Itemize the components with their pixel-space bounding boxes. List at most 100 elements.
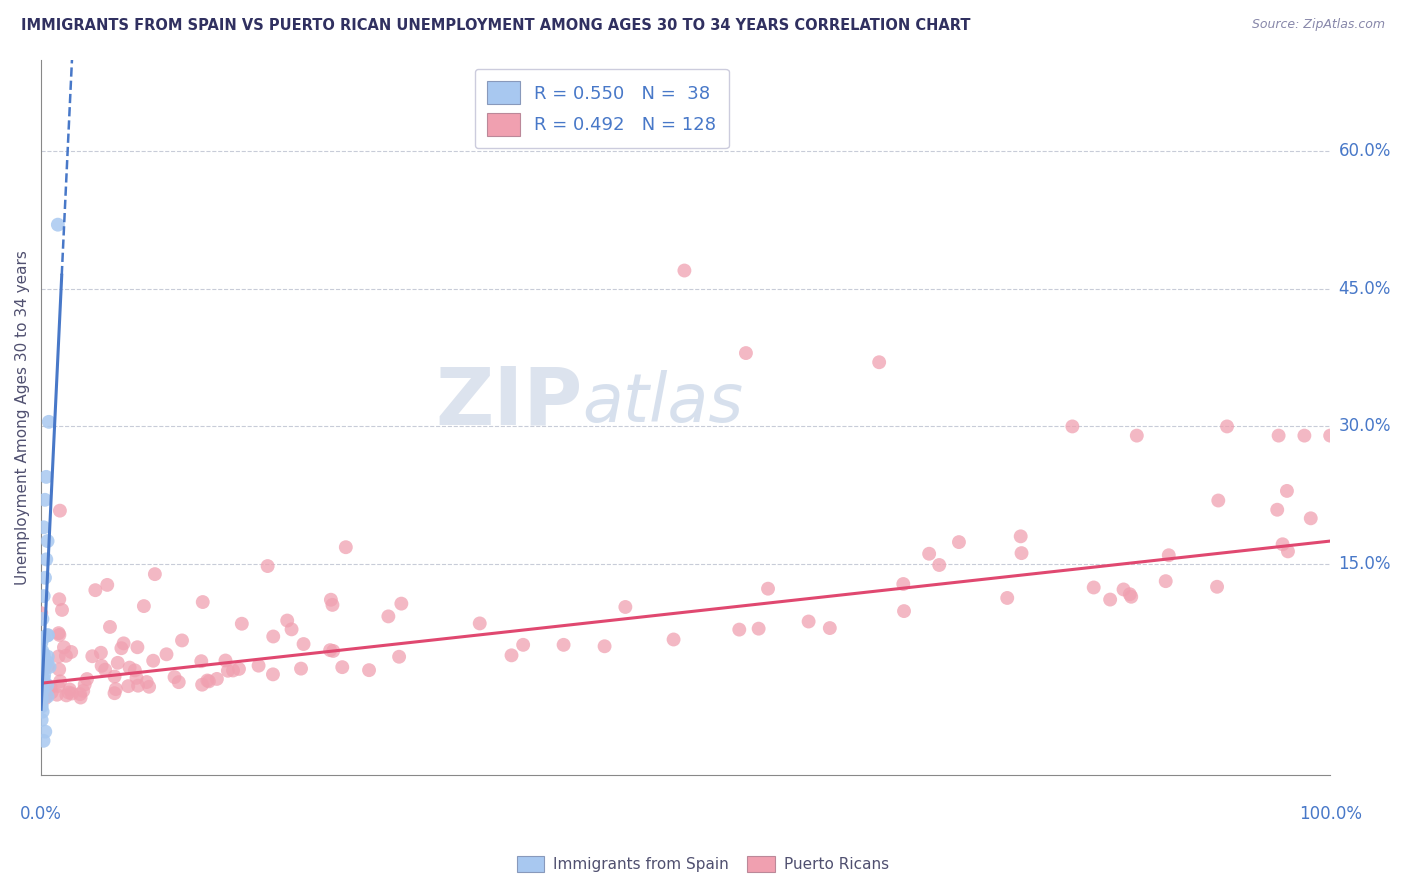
Point [48, 649, 70, 664]
Point [37, 678, 59, 692]
Point [377, 609, 399, 624]
Point [1206, 580, 1229, 594]
Text: 15.0%: 15.0% [1339, 555, 1391, 573]
Point [222, 664, 245, 678]
Text: ZIP: ZIP [436, 364, 582, 442]
Point [118, 660, 141, 674]
Point [1119, 587, 1142, 601]
Point [98, 620, 121, 634]
Point [31, 681, 53, 695]
Point [32, 648, 55, 662]
Point [34, 687, 56, 701]
Point [190, 654, 212, 668]
Point [280, 623, 302, 637]
Point [292, 637, 315, 651]
Point [124, 664, 146, 678]
Point [32, 631, 55, 645]
Point [60, 686, 83, 700]
Point [1126, 428, 1149, 442]
Point [60, 645, 83, 659]
Point [37, 649, 59, 664]
Point [135, 675, 157, 690]
Point [110, 641, 132, 656]
Point [330, 660, 353, 674]
Point [132, 599, 155, 613]
Point [30, 698, 52, 712]
Point [49, 674, 72, 689]
Point [1010, 529, 1032, 543]
Point [322, 644, 344, 658]
Point [1319, 428, 1341, 442]
Point [31, 699, 53, 714]
Text: 0.0%: 0.0% [20, 805, 62, 823]
Point [31, 690, 53, 705]
Point [468, 616, 491, 631]
Point [38, 415, 60, 429]
Point [31, 662, 53, 676]
Point [90, 658, 112, 673]
Point [512, 638, 534, 652]
Point [112, 636, 135, 650]
Point [69, 690, 91, 705]
Point [191, 595, 214, 609]
Point [1265, 502, 1288, 516]
Point [35, 689, 58, 703]
Point [1154, 574, 1177, 589]
Point [96, 578, 118, 592]
Point [748, 622, 770, 636]
Point [51, 603, 73, 617]
Point [48, 626, 70, 640]
Legend: Immigrants from Spain, Puerto Ricans: Immigrants from Spain, Puerto Ricans [509, 848, 897, 880]
Point [357, 663, 380, 677]
Point [37, 659, 59, 673]
Point [389, 597, 412, 611]
Point [31, 683, 53, 698]
Point [127, 679, 149, 693]
Point [48, 628, 70, 642]
Point [107, 656, 129, 670]
Point [231, 616, 253, 631]
Point [388, 649, 411, 664]
Point [34, 654, 56, 668]
Point [155, 648, 177, 662]
Point [48, 663, 70, 677]
Point [614, 599, 637, 614]
Point [995, 591, 1018, 605]
Text: 100.0%: 100.0% [1299, 805, 1361, 823]
Point [138, 680, 160, 694]
Point [55, 689, 77, 703]
Point [1299, 511, 1322, 525]
Point [335, 540, 357, 554]
Point [1275, 483, 1298, 498]
Point [32, 733, 55, 747]
Point [125, 671, 148, 685]
Point [501, 648, 523, 663]
Point [1062, 419, 1084, 434]
Point [34, 657, 56, 672]
Point [31, 713, 53, 727]
Point [276, 614, 298, 628]
Point [319, 592, 342, 607]
Point [127, 640, 149, 655]
Point [31, 612, 53, 626]
Point [84, 583, 107, 598]
Point [593, 640, 616, 654]
Point [46, 688, 69, 702]
Point [142, 654, 165, 668]
Point [59, 682, 82, 697]
Point [38, 660, 60, 674]
Point [893, 604, 915, 618]
Point [34, 691, 56, 706]
Point [214, 653, 236, 667]
Point [1099, 592, 1122, 607]
Point [32, 668, 55, 682]
Point [32, 672, 55, 686]
Point [82, 649, 104, 664]
Point [1277, 544, 1299, 558]
Point [797, 615, 820, 629]
Point [31, 682, 53, 697]
Point [117, 679, 139, 693]
Point [217, 664, 239, 678]
Point [673, 263, 696, 277]
Text: IMMIGRANTS FROM SPAIN VS PUERTO RICAN UNEMPLOYMENT AMONG AGES 30 TO 34 YEARS COR: IMMIGRANTS FROM SPAIN VS PUERTO RICAN UN… [21, 18, 970, 33]
